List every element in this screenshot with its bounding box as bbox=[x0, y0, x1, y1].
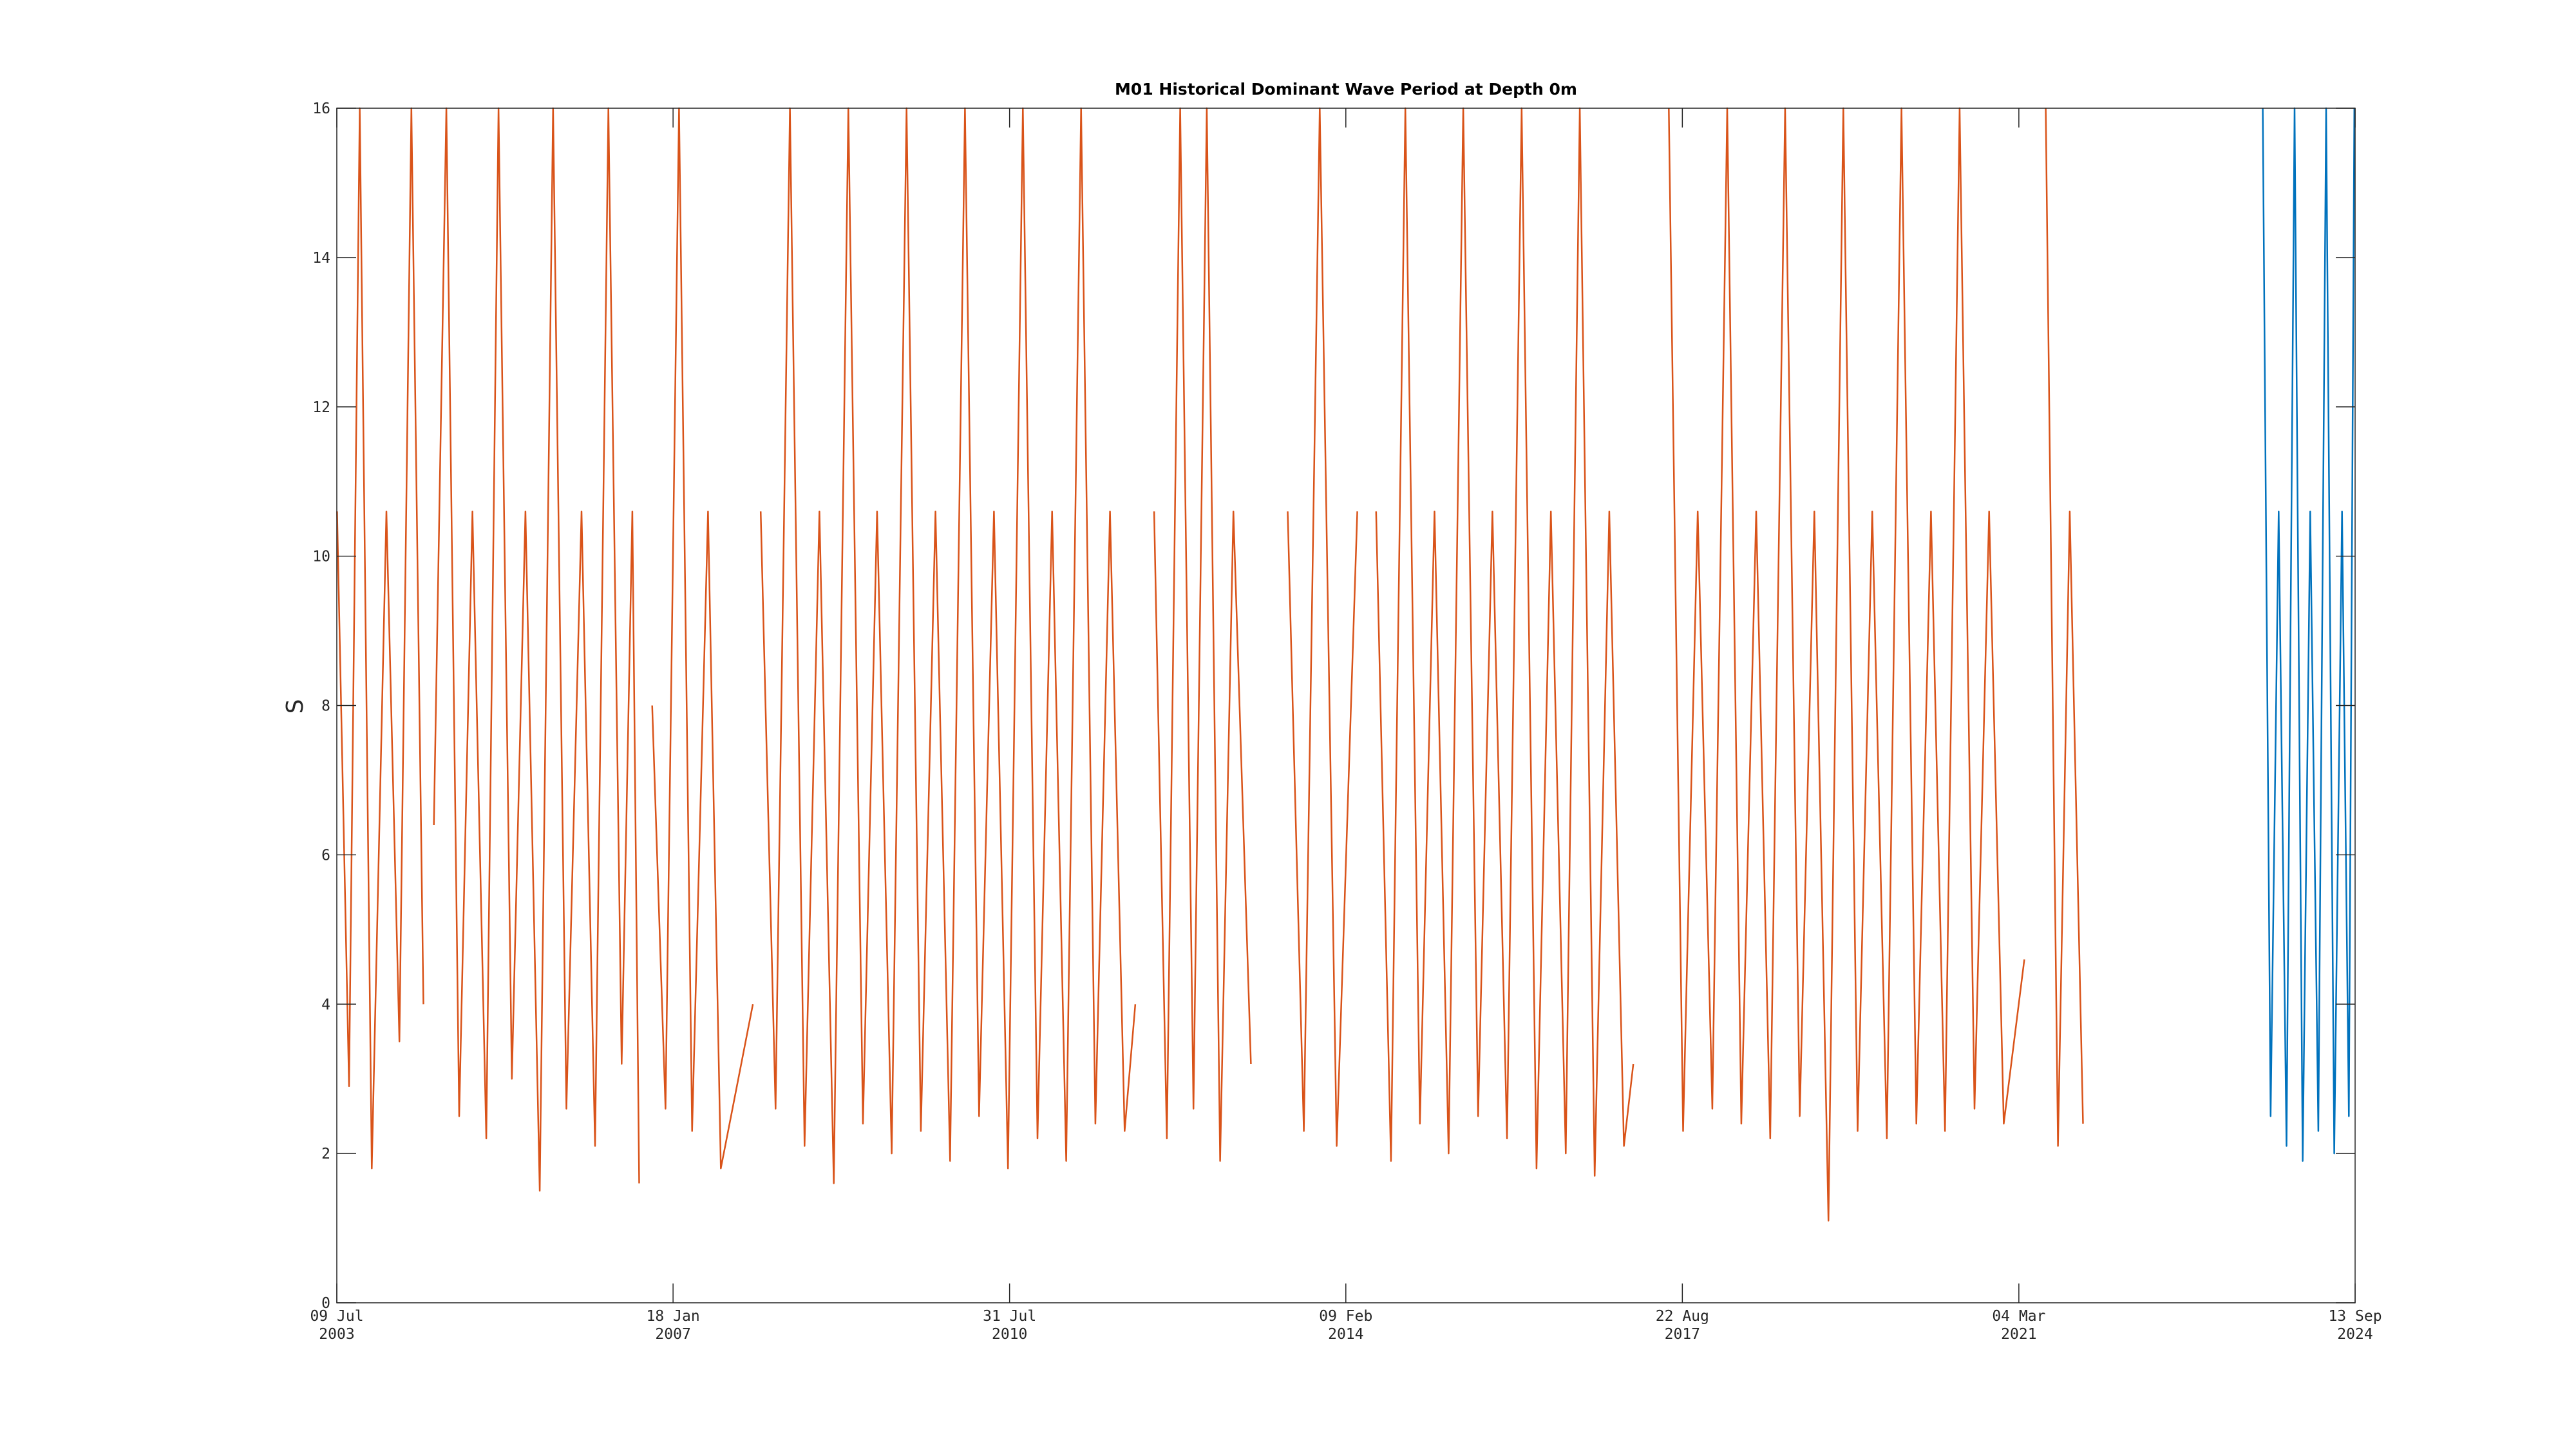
y-tick-label: 8 bbox=[321, 698, 330, 715]
chart-title: M01 Historical Dominant Wave Period at D… bbox=[1115, 80, 1577, 99]
y-tick-label: 6 bbox=[321, 847, 330, 864]
plot-area bbox=[336, 107, 2356, 1222]
x-tick-label: 09 Jul 2003 bbox=[310, 1308, 363, 1343]
y-tick-label: 14 bbox=[312, 250, 330, 267]
y-tick-label: 16 bbox=[312, 100, 330, 117]
y-tick-label: 0 bbox=[321, 1295, 330, 1312]
y-tick-label: 2 bbox=[321, 1146, 330, 1162]
y-tick-label: 12 bbox=[312, 399, 330, 416]
series-line bbox=[2262, 107, 2356, 1162]
series-line bbox=[336, 107, 2084, 1222]
x-tick-label: 13 Sep 2024 bbox=[2328, 1308, 2382, 1343]
y-axis-label: S bbox=[282, 699, 308, 714]
x-tick-label: 22 Aug 2017 bbox=[1656, 1308, 1709, 1343]
x-tick-label: 31 Jul 2010 bbox=[983, 1308, 1036, 1343]
x-tick-label: 04 Mar 2021 bbox=[1992, 1308, 2045, 1343]
x-tick-label: 09 Feb 2014 bbox=[1319, 1308, 1372, 1343]
y-tick-label: 10 bbox=[312, 549, 330, 565]
x-tick-label: 18 Jan 2007 bbox=[647, 1308, 700, 1343]
y-tick-label: 4 bbox=[321, 996, 330, 1013]
